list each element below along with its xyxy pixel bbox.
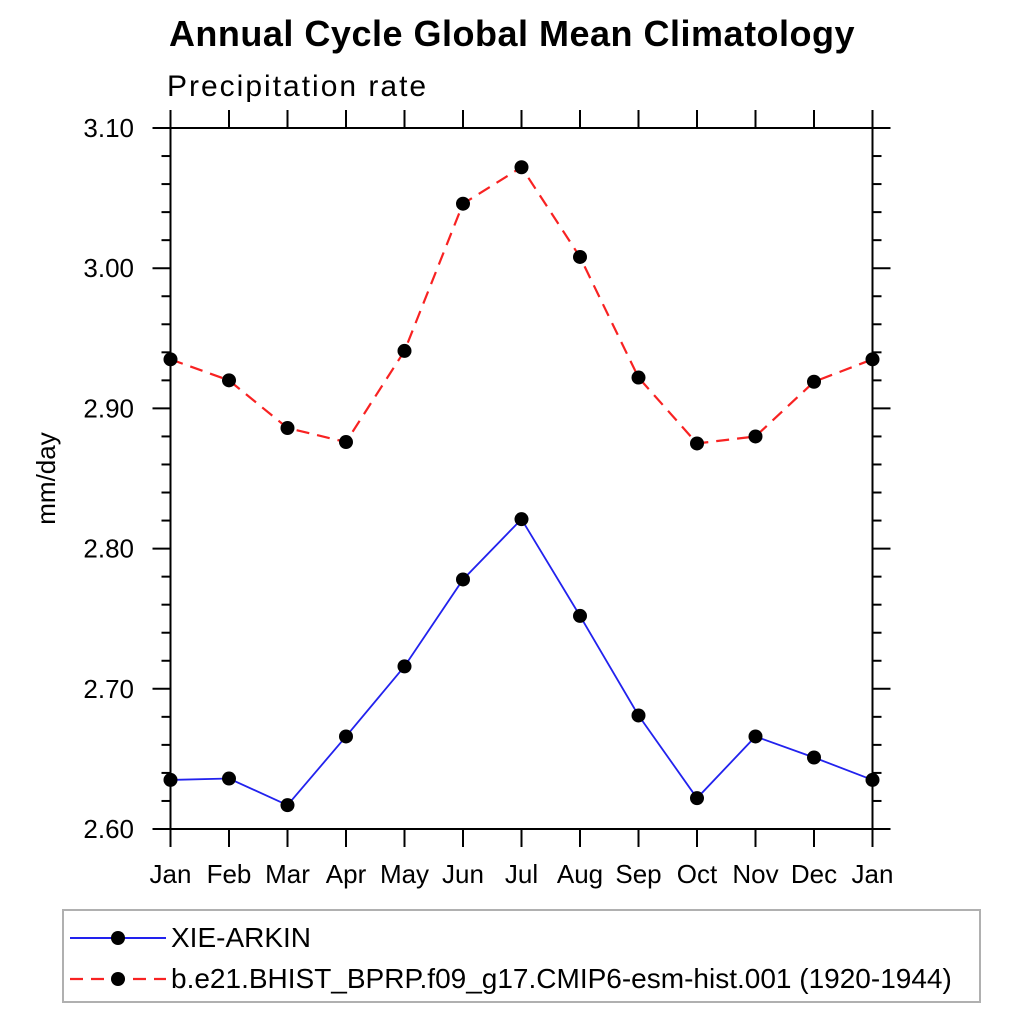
y-tick-label: 2.90 — [83, 393, 134, 423]
data-point-marker — [222, 771, 236, 786]
y-axis-labels: 2.60 2.70 2.80 2.90 3.00 3.10 — [83, 113, 134, 844]
data-point-marker — [514, 512, 529, 527]
data-point-marker — [456, 196, 470, 211]
series-obs — [163, 512, 880, 813]
x-axis-ticks — [169, 110, 874, 847]
legend-item-model: b.e21.BHIST_BPRP.f09_g17.CMIP6-esm-hist.… — [68, 964, 952, 994]
data-point-marker — [690, 791, 704, 806]
data-point-marker — [397, 659, 412, 674]
data-point-marker — [514, 160, 529, 175]
x-tick-label: Jun — [442, 859, 484, 889]
x-tick-label: Dec — [791, 859, 837, 889]
legend-marker-dot — [111, 972, 125, 986]
x-tick-label: Jan — [150, 859, 192, 889]
data-point-marker — [397, 343, 412, 358]
data-point-marker — [748, 429, 763, 444]
x-tick-label: Sep — [615, 859, 661, 889]
data-point-marker — [807, 750, 821, 765]
data-point-marker — [163, 352, 178, 367]
y-tick-label: 3.10 — [83, 113, 134, 143]
series-line — [170, 517, 873, 807]
data-point-marker — [631, 370, 646, 385]
x-tick-label: Apr — [326, 859, 367, 889]
data-point-marker — [748, 729, 763, 744]
legend-marker-dot — [111, 931, 125, 945]
y-tick-label: 2.70 — [83, 674, 134, 704]
series-model — [163, 160, 880, 451]
legend-label-obs: XIE-ARKIN — [171, 922, 312, 953]
data-point-marker — [807, 374, 821, 389]
data-point-marker — [865, 352, 880, 367]
x-tick-label: Jul — [505, 859, 538, 889]
y-tick-label: 3.00 — [83, 253, 134, 283]
chart-subtitle: Precipitation rate — [167, 70, 429, 103]
x-tick-label: Nov — [732, 859, 778, 889]
x-tick-label: Jan — [852, 859, 894, 889]
legend-line-sample-dashed — [70, 972, 166, 986]
data-point-marker — [573, 249, 587, 264]
plot-area: Jan Feb Mar Apr May Jun Jul Aug Sep Oct Nov Dec Jan 2… — [31, 110, 894, 889]
data-point-marker — [631, 708, 646, 723]
legend-item-obs: XIE-ARKIN — [68, 923, 311, 953]
legend-label-model: b.e21.BHIST_BPRP.f09_g17.CMIP6-esm-hist.… — [171, 963, 952, 994]
x-tick-label: Oct — [677, 859, 718, 889]
data-point-marker — [573, 608, 587, 623]
data-point-marker — [222, 373, 236, 388]
data-point-marker — [339, 435, 353, 450]
y-tick-label: 2.60 — [83, 814, 134, 844]
x-tick-label: Aug — [557, 859, 603, 889]
data-point-marker — [280, 421, 295, 436]
series-line — [170, 165, 873, 445]
legend: XIE-ARKIN b.e21.BHIST_BPRP.f09_g17.CMIP6… — [62, 909, 981, 1003]
chart-title: Annual Cycle Global Mean Climatology — [168, 13, 856, 54]
x-axis-labels: Jan Feb Mar Apr May Jun Jul Aug Sep Oct Nov Dec Jan — [150, 859, 894, 889]
y-axis-ticks — [152, 127, 891, 830]
data-point-marker — [690, 436, 704, 451]
x-tick-label: Feb — [207, 859, 252, 889]
data-point-marker — [865, 772, 880, 787]
plot-box — [169, 127, 874, 830]
y-axis-title: mm/day — [31, 432, 61, 524]
data-point-marker — [339, 729, 353, 744]
data-point-marker — [456, 572, 470, 587]
legend-line-sample-solid — [70, 931, 166, 945]
x-tick-label: Mar — [265, 859, 310, 889]
x-tick-label: May — [380, 859, 429, 889]
y-tick-label: 2.80 — [83, 534, 134, 564]
data-point-marker — [163, 772, 178, 787]
data-point-marker — [280, 798, 295, 813]
